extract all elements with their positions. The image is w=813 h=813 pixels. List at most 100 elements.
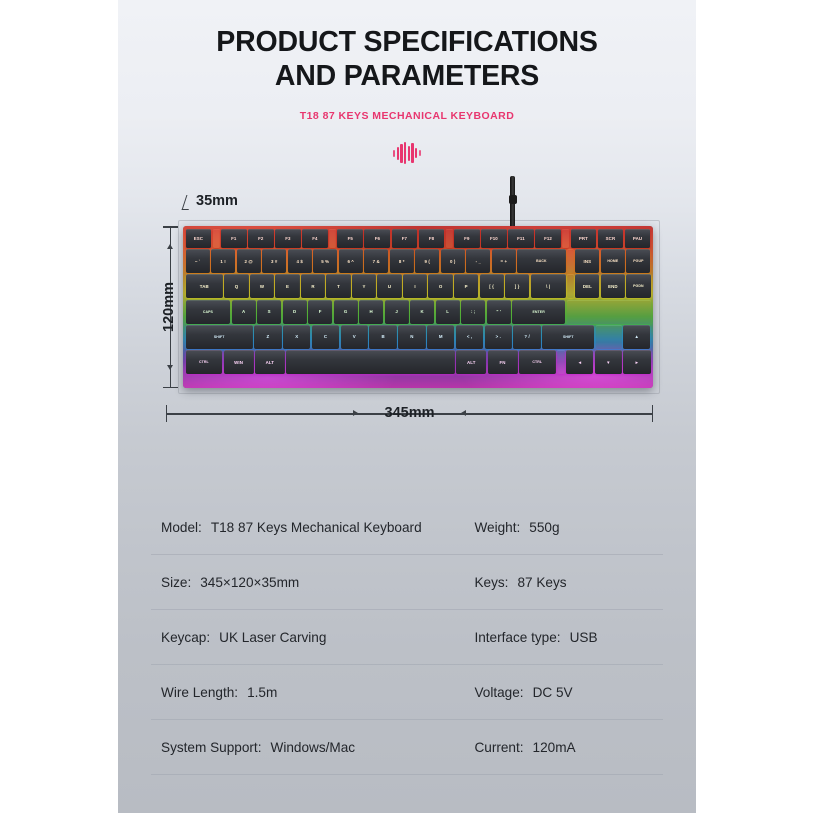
- keyboard-key: SHIFT: [185, 324, 253, 349]
- waveform-icon: [393, 142, 421, 165]
- keyboard-key: [ {: [479, 274, 504, 299]
- keyboard-key: F6: [364, 228, 391, 248]
- dimension-cap-right: [651, 405, 653, 423]
- keyboard-key: F5: [337, 228, 364, 248]
- keyboard-row-gap: [557, 350, 565, 374]
- keyboard-key: 2 @: [236, 249, 261, 274]
- keyboard-key: 1 !: [211, 249, 236, 274]
- spec-value: 550g: [529, 519, 560, 535]
- keyboard-key-space: [286, 350, 455, 375]
- keyboard-row-gap: [213, 229, 220, 248]
- dimension-tick-icon: [181, 194, 194, 210]
- keyboard-key: F12: [535, 228, 561, 248]
- dimension-cap-bottom: [163, 386, 178, 389]
- keyboard-key: ▼: [594, 350, 622, 375]
- keyboard-key: Q: [224, 274, 249, 299]
- keyboard-key: 9 (: [415, 249, 440, 274]
- spec-value: UK Laser Carving: [219, 629, 327, 645]
- keyboard-key: < ,: [455, 324, 484, 349]
- spec-cell-left: System Support: Windows/Mac: [151, 740, 468, 755]
- spec-cell-right: Weight: 550g: [468, 520, 663, 535]
- keyboard-row: ESC F1 F2 F3 F4 F5 F6 F7 F8 F9 F10 F11 F12 PRT SCR PAU: [185, 228, 651, 248]
- dimension-width-callout: 345mm: [166, 402, 653, 424]
- spec-label: Size:: [161, 574, 192, 590]
- keyboard-key: J: [384, 299, 409, 324]
- keyboard-key: PAU: [624, 228, 651, 248]
- spec-row: Wire Length: 1.5m Voltage: DC 5V: [151, 665, 663, 721]
- keyboard-row-gap: [567, 249, 574, 273]
- dimension-height-callout: 35mm: [181, 193, 238, 210]
- keyboard-row: CAPS A S D F G H J K L: ; " ' ENTER: [185, 299, 651, 324]
- keyboard-key: ? /: [513, 324, 541, 349]
- keyboard-key: N: [398, 324, 426, 349]
- keyboard-key: 4 $: [287, 249, 312, 274]
- keyboard-row-gap: [567, 274, 574, 298]
- keyboard-key: T: [326, 274, 351, 299]
- spec-row: System Support: Windows/Mac Current: 120mA: [151, 720, 663, 776]
- dimension-width-label: 345mm: [384, 405, 435, 422]
- spec-label: System Support:: [161, 739, 262, 755]
- keyboard-key: DEL: [575, 274, 600, 299]
- keyboard-key: F4: [302, 228, 328, 248]
- keyboard-key: F10: [481, 228, 507, 248]
- keyboard-key: F7: [391, 228, 418, 248]
- arrow-down-icon: [167, 365, 174, 371]
- spec-cell-left: Size: 345×120×35mm: [151, 575, 468, 590]
- spec-row: Keycap: UK Laser Carving Interface type: US…: [151, 610, 663, 666]
- spec-cell-right: Keys: 87 Keys: [468, 575, 663, 590]
- keyboard-key: BACK: [517, 249, 566, 274]
- keyboard-key: ▲: [622, 324, 651, 349]
- keyboard-row: SHIFT Z X C V B N M < , > .? / SHIFT ▲: [185, 324, 651, 349]
- spec-value: Windows/Mac: [270, 739, 356, 755]
- page-title: PRODUCT SPECIFICATIONS AND PARAMETERS: [118, 26, 696, 93]
- keyboard-key: F8: [418, 228, 445, 248]
- keyboard-key: " ': [486, 299, 511, 324]
- keyboard-key: A: [231, 299, 256, 324]
- keyboard-key: TAB: [185, 274, 224, 299]
- spec-value: 345×120×35mm: [200, 574, 300, 590]
- keyboard-key: 3 #: [262, 249, 287, 274]
- arrow-up-icon: [167, 244, 174, 250]
- keyboard-key: P: [453, 274, 479, 299]
- keyboard-key: G: [333, 299, 358, 324]
- keyboard-key: PRT: [570, 228, 597, 248]
- spec-cell-right: Voltage: DC 5V: [468, 685, 663, 700]
- keyboard-key: 8 *: [389, 249, 414, 274]
- spec-label: Model:: [161, 519, 202, 535]
- keyboard-key: ESC: [185, 228, 212, 248]
- keyboard-key: PGUP: [626, 249, 651, 274]
- dimension-depth-callout: 120mm: [160, 226, 182, 389]
- spec-value: 120mA: [532, 739, 576, 755]
- keyboard-row-gap: [329, 229, 336, 248]
- dimension-cap-top: [163, 226, 178, 228]
- keyboard-key: F11: [508, 228, 534, 248]
- keyboard-key: WIN: [223, 350, 254, 375]
- keyboard-key: PGDN: [626, 274, 651, 299]
- keyboard-row-gap: [446, 229, 453, 248]
- keyboard-key: 0 ): [440, 249, 465, 274]
- keyboard-key: > .: [484, 324, 513, 349]
- keyboard-key: F2: [247, 228, 274, 248]
- spec-row: Model: T18 87 Keys Mechanical Keyboard Wei…: [151, 500, 663, 556]
- page-header: PRODUCT SPECIFICATIONS AND PARAMETERS T1…: [118, 0, 696, 165]
- keyboard-key: ◄: [566, 350, 594, 375]
- specifications-table: Model: T18 87 Keys Mechanical Keyboard Wei…: [151, 434, 663, 776]
- keyboard-key: END: [600, 274, 625, 299]
- keyboard-row-gap: [562, 229, 569, 248]
- product-dimension-figure: 35mm 120mm ESC F1 F2 F3 F4 F5 F6 F7 F8 F9 F10 F11 F1…: [118, 176, 696, 434]
- keyboard-key: Y: [351, 274, 377, 299]
- dimension-height-label: 35mm: [196, 193, 238, 210]
- spec-value: USB: [569, 629, 598, 645]
- keyboard-key: CTRL: [518, 350, 556, 375]
- keyboard-key: 5 %: [313, 249, 338, 274]
- spec-row: Size: 345×120×35mm Keys: 87 Keys: [151, 555, 663, 611]
- keyboard-key: SCR: [597, 228, 624, 248]
- keyboard-key: F: [308, 299, 333, 324]
- page-title-line2: AND PARAMETERS: [274, 59, 540, 92]
- spec-label: Current:: [474, 739, 524, 755]
- keyboard-key: CAPS: [185, 299, 231, 324]
- keyboard-key: F9: [453, 228, 480, 248]
- keyboard-key: CTRL: [185, 350, 223, 375]
- spec-label: Wire Length:: [161, 684, 239, 700]
